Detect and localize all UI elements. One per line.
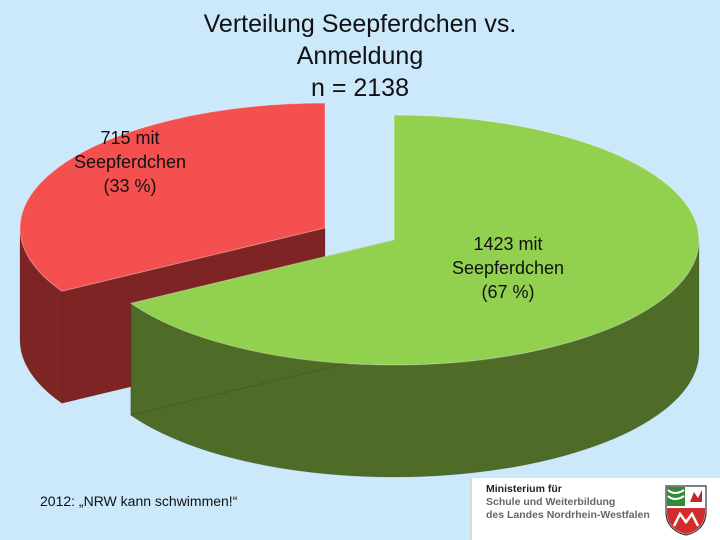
slice-label-line: (67 %) [481,282,535,302]
slice-label-seepferdchen-33: 715 mit Seepferdchen (33 %) [50,126,210,198]
pie-slice-seepferdchen-33 [19,102,326,292]
chart-title-line-1: Verteilung Seepferdchen vs. [203,10,517,38]
ministry-logo: Ministerium für Schule und Weiterbildung… [470,478,720,540]
chart-title-line-2: Anmeldung [296,42,424,70]
logo-line-2: Schule und Weiterbildung [486,496,616,508]
nrw-crest-icon [665,485,707,536]
chart-title-line-3: n = 2138 [310,74,409,102]
logo-line-3: des Landes Nordrhein-Westfalen [486,509,650,521]
slice-label-line: 1423 mit [473,234,543,254]
slice-label-seepferdchen-67: 1423 mit Seepferdchen (67 %) [428,232,588,304]
pie-slice-seepferdchen-67 [129,114,700,366]
slice-label-line: 715 mit [100,128,160,148]
footer-note: 2012: „NRW kann schwimmen!“ [40,493,238,509]
slice-label-line: Seepferdchen [73,152,187,172]
slice-label-line: (33 %) [103,176,157,196]
ministry-logo-text: Ministerium für Schule und Weiterbildung… [486,483,650,522]
chart-title: Verteilung Seepferdchen vs. Anmeldung n … [0,8,720,104]
slice-label-line: Seepferdchen [451,258,565,278]
logo-line-1: Ministerium für [486,483,562,495]
